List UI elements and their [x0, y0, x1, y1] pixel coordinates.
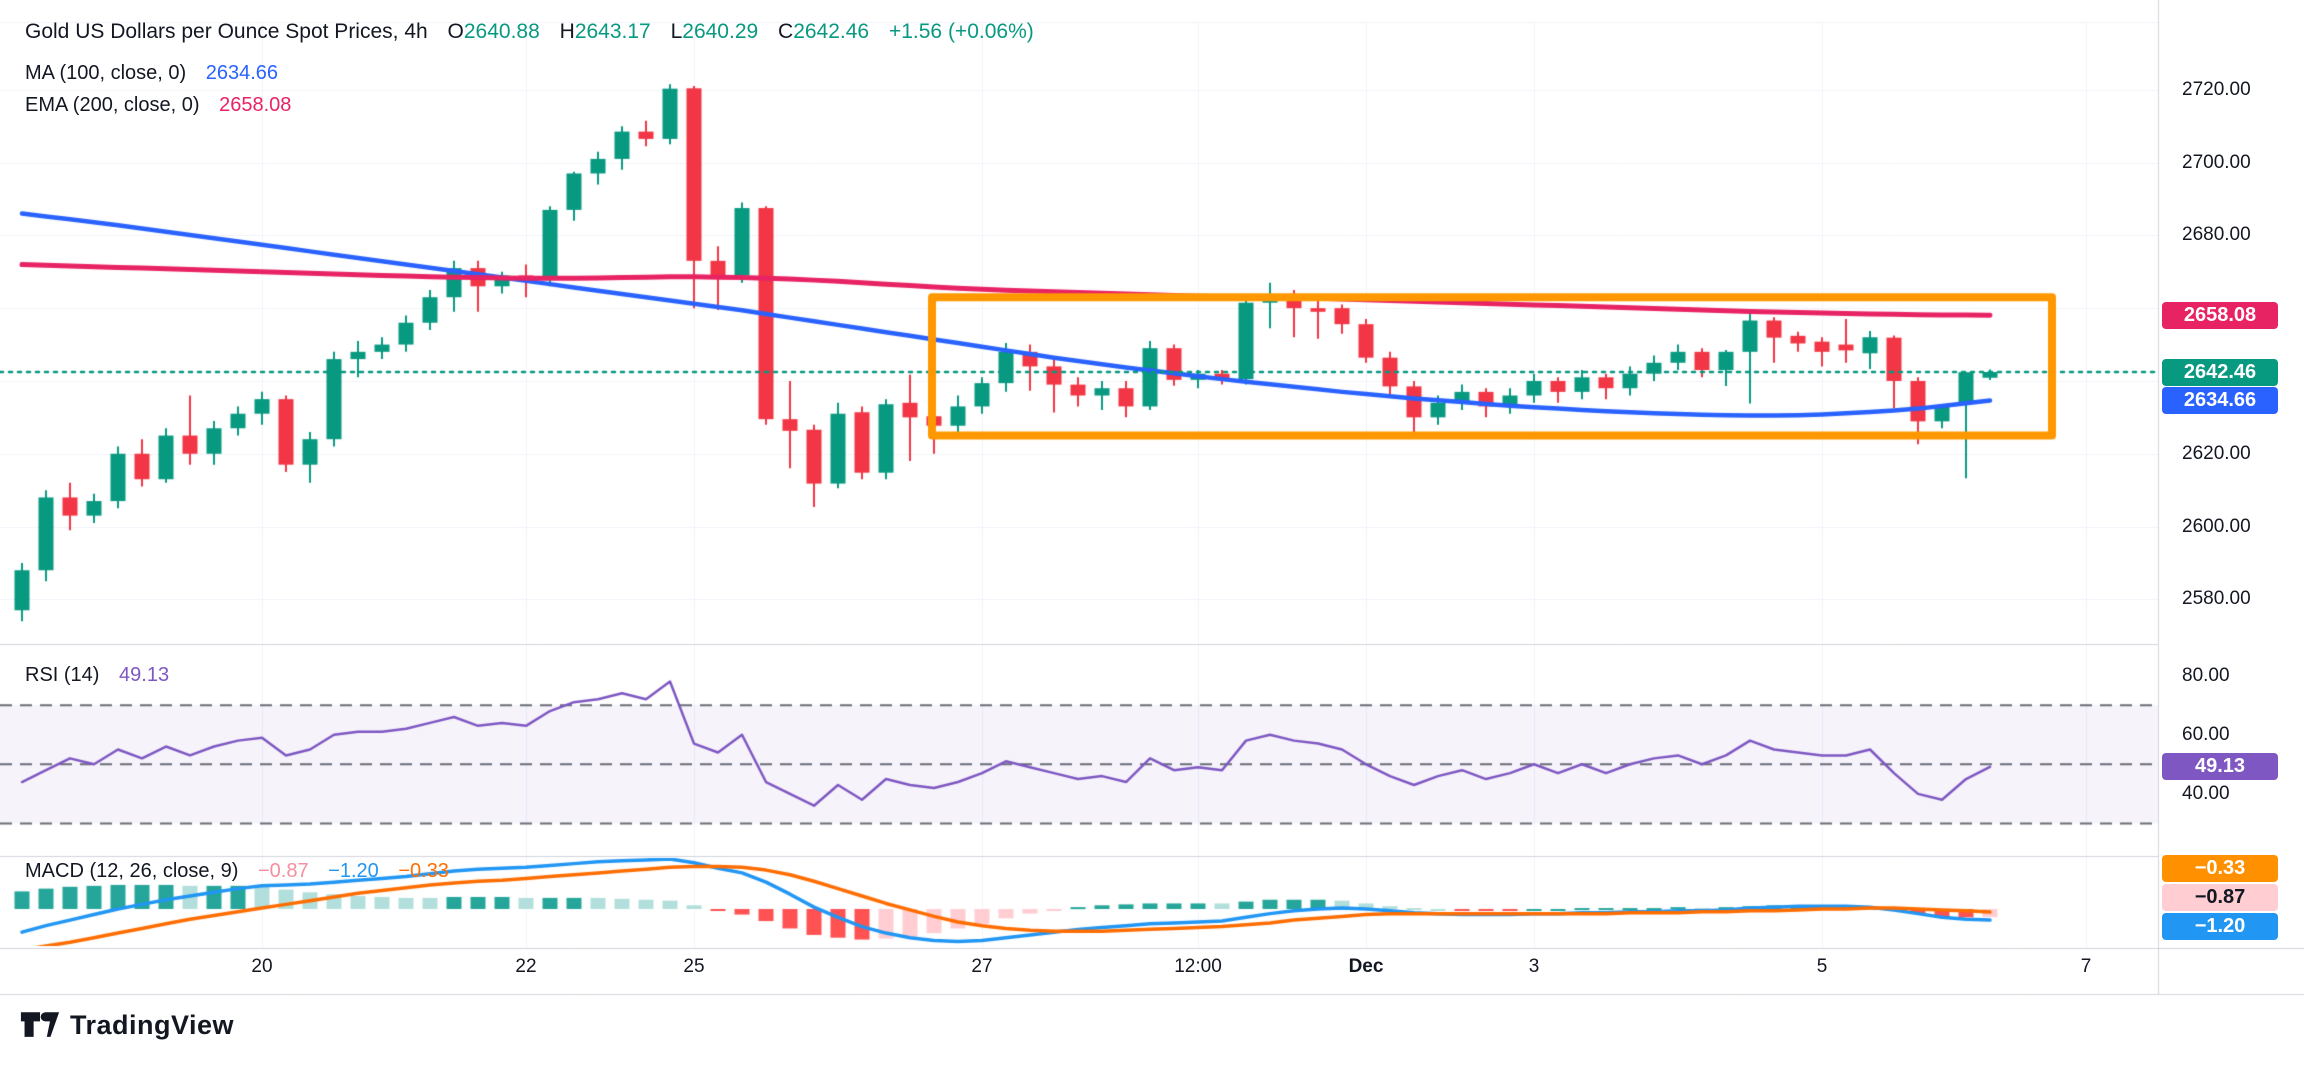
price-axis-tick: 2580.00: [2182, 588, 2251, 610]
time-axis-tick: 20: [251, 956, 273, 977]
symbol-title: Gold US Dollars per Ounce Spot Prices, 4…: [25, 20, 428, 43]
change-value: +1.56 (+0.06%): [888, 20, 1034, 43]
macd-hist-value: −0.87: [257, 860, 309, 882]
time-axis-tick: 25: [683, 956, 705, 977]
low-value: 2640.29: [682, 20, 759, 43]
rsi-axis-tick: 60.00: [2182, 723, 2230, 745]
price-axis-tick: 2680.00: [2182, 224, 2251, 246]
ema-value: 2658.08: [219, 94, 292, 116]
ma-label: MA (100, close, 0): [25, 62, 187, 84]
macd-badge: −1.20: [2162, 912, 2278, 940]
high-label: H: [559, 20, 575, 43]
macd-legend-row[interactable]: MACD (12, 26, close, 9) −0.87 −1.20 −0.3…: [25, 860, 449, 883]
rsi-axis-tick: 40.00: [2182, 782, 2230, 804]
time-axis-tick: 5: [1816, 956, 1828, 977]
time-scale[interactable]: [0, 948, 2304, 996]
ema-legend-row[interactable]: EMA (200, close, 0) 2658.08: [25, 94, 291, 117]
rsi-legend-row[interactable]: RSI (14) 49.13: [25, 664, 169, 687]
tradingview-logo-text: TradingView: [70, 1009, 235, 1040]
time-axis-tick: 12:00: [1174, 956, 1222, 977]
rsi-badge: 49.13: [2162, 753, 2278, 781]
rsi-axis-tick: 80.00: [2182, 664, 2230, 686]
price-axis-tick: 2620.00: [2182, 442, 2251, 464]
open-label: O: [447, 20, 464, 43]
low-label: L: [670, 20, 683, 43]
ema-label: EMA (200, close, 0): [25, 94, 200, 116]
tradingview-logo[interactable]: TradingView: [20, 1008, 234, 1042]
ma-legend-row[interactable]: MA (100, close, 0) 2634.66: [25, 62, 278, 85]
open-value: 2640.88: [463, 20, 540, 43]
macd-label: MACD (12, 26, close, 9): [25, 860, 239, 882]
price-axis-tick: 2700.00: [2182, 151, 2251, 173]
macd-signal-value: −0.33: [398, 860, 449, 882]
symbol-legend-row[interactable]: Gold US Dollars per Ounce Spot Prices, 4…: [25, 20, 1034, 44]
price-badge: 2658.08: [2162, 301, 2278, 329]
ma-value: 2634.66: [205, 62, 279, 84]
price-axis-tick: 2720.00: [2182, 78, 2251, 100]
macd-badge: −0.33: [2162, 854, 2278, 882]
time-axis-tick: 7: [2080, 956, 2092, 977]
rsi-label: RSI (14): [25, 664, 100, 686]
price-scale[interactable]: [2158, 0, 2304, 948]
time-axis-tick: 27: [971, 956, 993, 977]
macd-line-value: −1.20: [328, 860, 379, 882]
price-badge: 2634.66: [2162, 386, 2278, 414]
price-axis-tick: 2600.00: [2182, 515, 2251, 537]
time-axis-tick: 22: [515, 956, 537, 977]
rsi-value: 49.13: [119, 664, 170, 686]
time-axis-tick: 3: [1528, 956, 1540, 977]
close-value: 2642.46: [793, 20, 870, 43]
macd-badge: −0.87: [2162, 883, 2278, 911]
time-axis-tick: Dec: [1348, 956, 1384, 977]
high-value: 2643.17: [574, 20, 651, 43]
price-badge: 2642.46: [2162, 358, 2278, 386]
tradingview-glyph-icon: [20, 1012, 60, 1037]
close-label: C: [778, 20, 794, 43]
